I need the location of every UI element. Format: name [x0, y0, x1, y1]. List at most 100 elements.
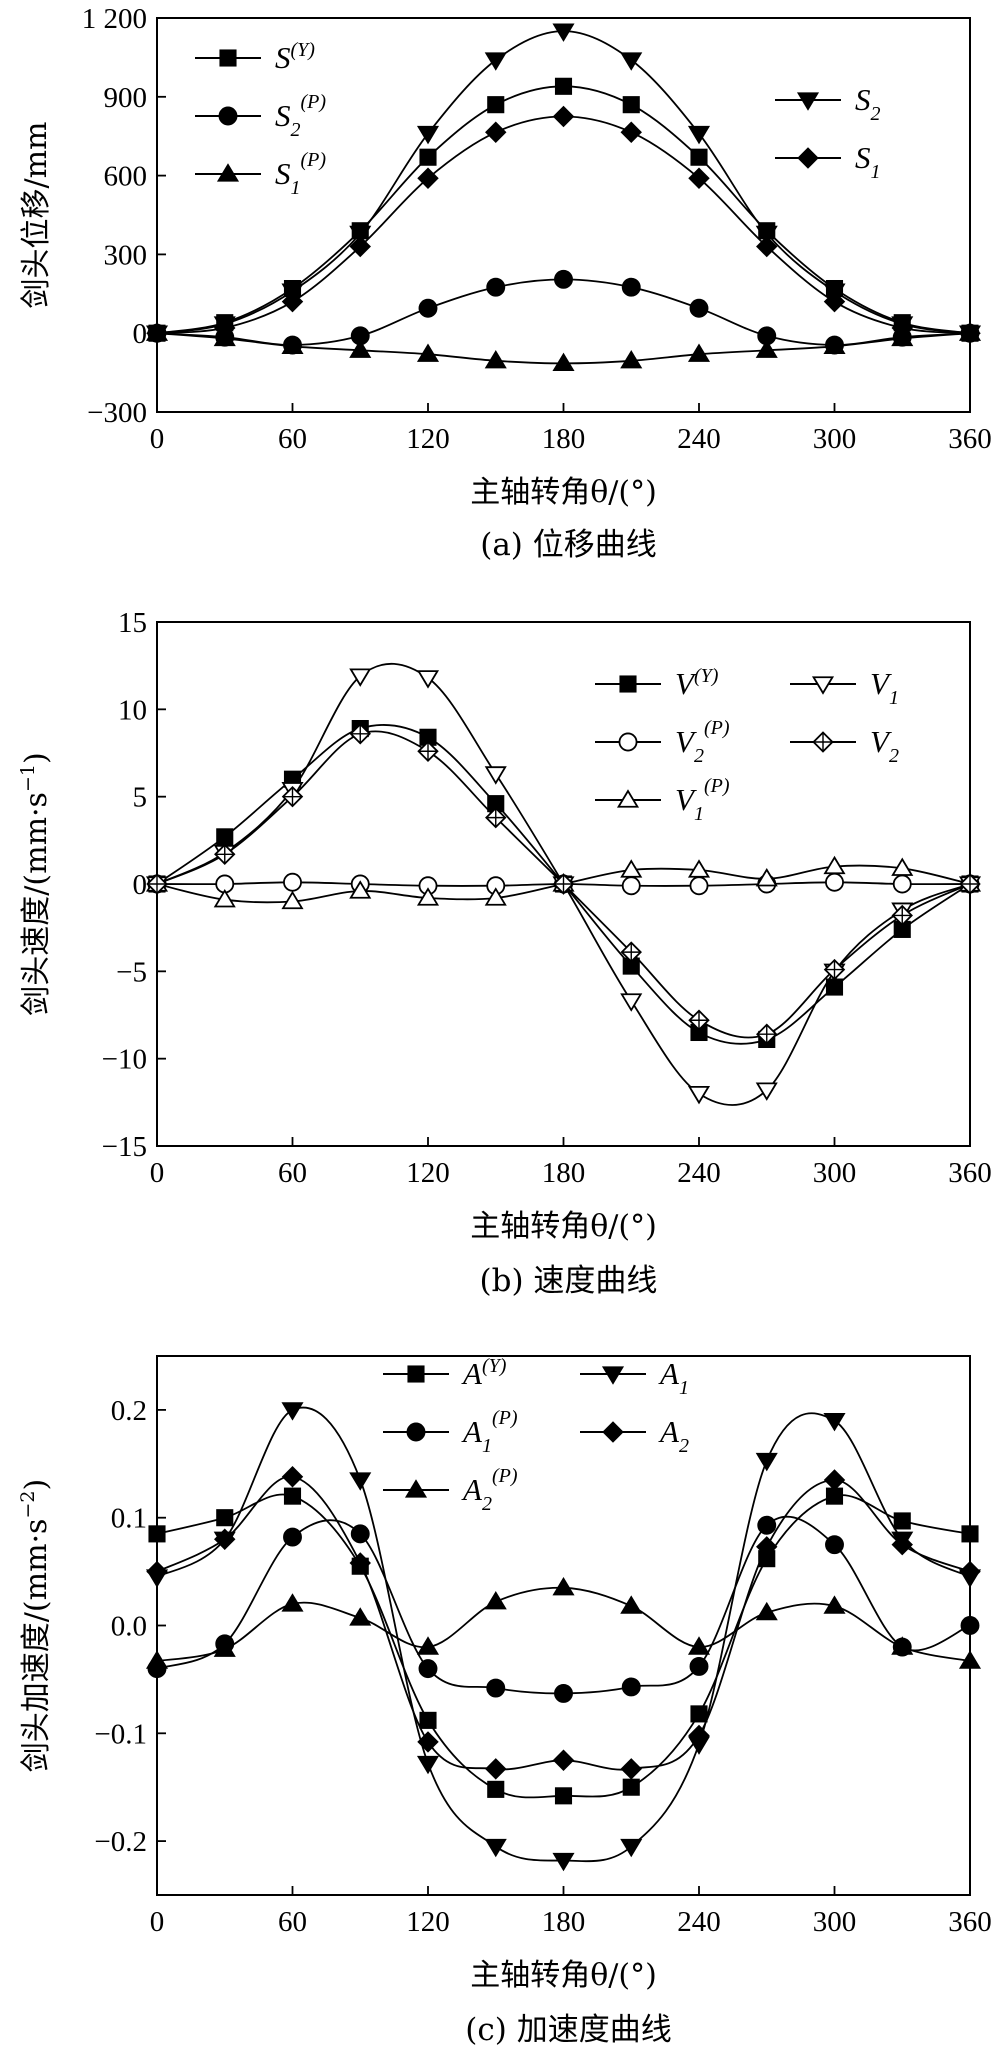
panel-a-series-S2P-point-180: [554, 269, 573, 289]
panel-c-series-A2-point-330: [891, 1533, 913, 1556]
panel-a-series-S2-point-240: [687, 125, 711, 145]
panel-b-x-tick-label: 60: [278, 1157, 307, 1189]
panel-c-series-A1P-point-90: [350, 1524, 370, 1544]
panel-a-legend-S1-sub: 1: [871, 161, 881, 183]
panel-b-legend-V1P-label: V1(P): [675, 775, 730, 825]
panel-a-series-S1-point-30: [214, 317, 236, 339]
panel-a-legend-SY-name: S: [275, 40, 291, 75]
panel-b-series-V1-point-210: [620, 993, 643, 1012]
panel-c-legend-AY-name: A: [461, 1356, 483, 1391]
panel-c-series-A2P-point-270: [755, 1601, 778, 1621]
panel-c-legend-A1P-sup: (P): [492, 1407, 518, 1429]
panel-a-legend-S1-label: S1: [855, 140, 881, 183]
panel-b-y-tick-label: −5: [116, 956, 147, 988]
panel-a-series-S2-point-270: [755, 225, 778, 245]
panel-a-x-axis-label: 主轴转角θ/(°): [470, 475, 657, 510]
panel-a-series-S1P-point-300: [823, 335, 846, 354]
panel-b-series-V1P-point-330: [891, 857, 914, 876]
panel-a-series-S2-point-210: [620, 52, 643, 71]
panel-a-caption: (a) 位移曲线: [480, 527, 657, 563]
panel-b-series-V1P-point-270: [755, 868, 778, 887]
panel-c-series-A2-point-300: [823, 1469, 846, 1491]
panel-c-series-A2P-point-150: [484, 1591, 507, 1610]
panel-c-series-A1-point-210: [620, 1838, 643, 1858]
panel-b-series-V2-point-360: [959, 873, 981, 895]
panel-a-series-S2-point-180: [552, 23, 575, 42]
panel-a-y-tick-label: 1 200: [82, 3, 147, 35]
panel-a-legend-S2P-marker: [218, 106, 238, 126]
panel-c-legend-A1-marker: [601, 1366, 625, 1385]
panel-c-series-A2-point-270: [756, 1536, 778, 1558]
panel-a-series-S2-point-150: [484, 52, 507, 71]
panel-a-series-S2P-point-120: [418, 298, 438, 318]
panel-c-legend-A1P-name: A: [461, 1414, 483, 1449]
panel-b-series-V2P-point-300: [825, 872, 844, 892]
panel-c-y-axis-label-sup: −2: [17, 1491, 39, 1519]
panel-a-series-SY-point-240: [690, 148, 708, 166]
panel-b-y-tick-label: −10: [102, 1044, 147, 1076]
panel-b-legend-VY-label: V(Y): [675, 665, 719, 701]
panel-c-series-A2P-point-90: [349, 1607, 372, 1626]
panel-a-y-tick-label: −300: [87, 397, 147, 429]
panel-a-legend-S2-marker: [796, 92, 820, 111]
panel-b-y-axis-label-end: ): [19, 752, 54, 764]
panel-c-x-tick-label: 60: [278, 1906, 307, 1938]
panel-a-x-tick-label: 180: [542, 423, 586, 455]
panel-c-series-A2P-point-330: [891, 1636, 914, 1655]
panel-b-legend-V1-label: V1: [870, 666, 899, 709]
panel-c-x-tick-label: 240: [677, 1906, 721, 1938]
panel-c-series-A2P-point-60: [281, 1593, 304, 1612]
panel-b-series-V2-point-210: [620, 941, 642, 963]
panel-a-legend-S2P-sup: (P): [301, 91, 327, 113]
panel-a-legend-SY-label: S(Y): [275, 39, 315, 75]
panel-a-series-S1P-point-150: [484, 350, 507, 369]
panel-c-series-A2P-point-0: [145, 1650, 169, 1669]
panel-a-legend-S1P-marker: [216, 163, 240, 182]
panel-c-series-AY-point-210: [622, 1778, 640, 1796]
panel-b-legend-VY-name: V: [675, 666, 697, 701]
panel-c-series-AY-point-300: [825, 1487, 844, 1505]
panel-a-series-S1P-point-60: [281, 335, 304, 354]
panel-b-series-V1-point-120: [416, 670, 440, 689]
panel-b-legend-V2-name: V: [870, 724, 892, 759]
panel-a-legend-S2P-label: S2(P): [275, 91, 326, 141]
panel-c-x-tick-label: 360: [948, 1906, 992, 1938]
panel-a-series-SY-point-210: [622, 96, 640, 114]
panel-b-series-V1P-point-90: [349, 880, 372, 899]
panel-b-caption: (b) 速度曲线: [480, 1263, 658, 1299]
panel-c-series-A1P-point-210: [621, 1677, 641, 1697]
panel-c-legend-A2P-label: A2(P): [461, 1465, 518, 1515]
panel-a-series-S2-point-120: [416, 125, 440, 145]
panel-b-velocity: 0 60 120 180 240 300 360 −15 −10 −5 0 5 10 15 主轴转角θ/(°…: [17, 607, 992, 1299]
panel-b-series-V1P-point-300: [823, 855, 846, 875]
panel-a-series-S1-point-300: [823, 290, 846, 313]
panel-b-series-V1-point-270: [755, 1082, 778, 1101]
panel-a-series-S1P-point-270: [755, 339, 778, 358]
panel-c-caption: (c) 加速度曲线: [465, 2012, 671, 2048]
panel-b-x-tick-label: 360: [948, 1157, 992, 1189]
panel-c-legend-A1-sub: 1: [679, 1377, 689, 1399]
panel-a-series-S1-point-120: [417, 167, 439, 189]
panel-b-legend-V1-marker: [811, 676, 835, 695]
panel-a-series-S2P-point-240: [689, 298, 709, 318]
panel-b-series-V1P-point-210: [620, 859, 643, 878]
panel-c-y-tick-label: 0.1: [111, 1503, 147, 1535]
panel-a-x-tick-label: 60: [278, 423, 307, 455]
panel-c-series-A2-point-60: [281, 1466, 304, 1488]
panel-c-series-A1P-point-240: [689, 1657, 709, 1676]
panel-a-legend-S1-name: S: [855, 140, 871, 175]
panel-b-x-axis-label: 主轴转角θ/(°): [470, 1209, 657, 1244]
panel-b-series-V2P-point-60: [283, 872, 302, 892]
panel-a-x-tick-label: 360: [948, 423, 992, 455]
panel-b-y-tick-label: 10: [118, 694, 147, 726]
panel-a-legend-S2-sub: 2: [871, 103, 881, 125]
panel-b-series-V2-point-30: [214, 843, 236, 866]
panel-a-y-tick-label: 600: [104, 161, 148, 193]
panel-a-series-S1P-point-90: [349, 339, 372, 358]
panel-c-legend-AY-label: A(Y): [461, 1355, 507, 1391]
panel-c-series-A2P-line: [156, 1586, 971, 1662]
panel-a-series-S2P-point-210: [621, 277, 641, 297]
panel-a-legend-S1P-sub: 1: [291, 177, 301, 199]
panel-b-series-V1P-point-150: [484, 887, 507, 906]
